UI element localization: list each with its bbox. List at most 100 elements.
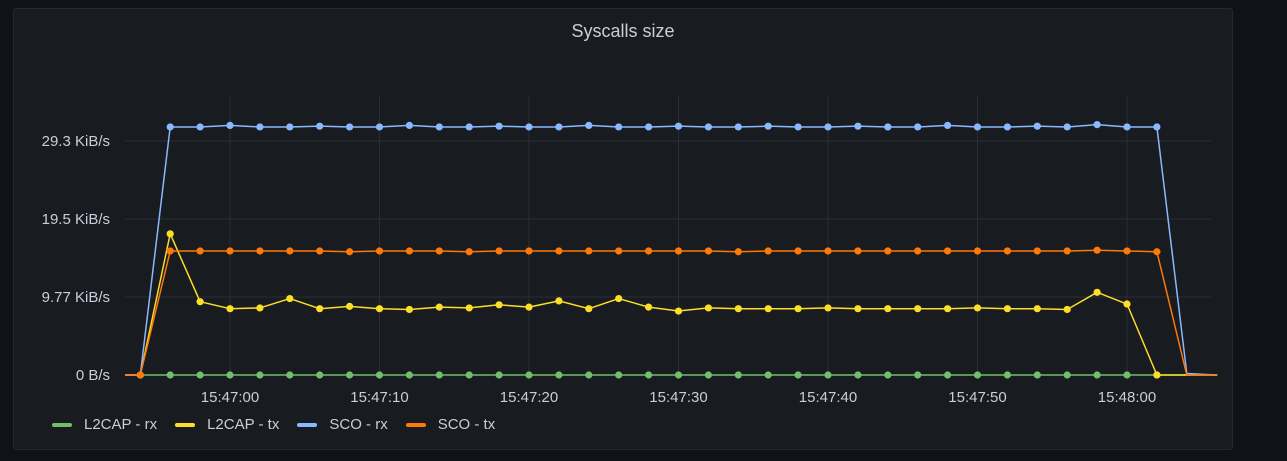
data-point[interactable] [704,247,713,255]
data-point[interactable] [555,371,563,379]
data-point[interactable] [794,371,802,379]
data-point[interactable] [226,247,234,255]
data-point[interactable] [346,371,354,379]
data-point[interactable] [196,247,204,255]
data-point[interactable] [854,371,862,379]
data-point[interactable] [286,294,294,303]
data-point[interactable] [674,371,683,379]
data-point[interactable] [405,305,413,314]
data-point[interactable] [405,247,413,255]
legend-item-l2cap-tx[interactable]: L2CAP - tx [175,416,279,433]
data-point[interactable] [1003,305,1012,313]
data-point[interactable] [286,123,294,131]
data-point[interactable] [585,247,593,255]
data-point[interactable] [1063,371,1071,379]
data-point[interactable] [495,371,503,379]
data-point[interactable] [1093,121,1101,129]
data-point[interactable] [645,371,653,379]
data-point[interactable] [585,371,593,379]
data-point[interactable] [764,305,772,313]
data-point[interactable] [854,247,862,255]
data-point[interactable] [914,305,922,313]
data-point[interactable] [674,307,683,315]
data-point[interactable] [734,248,742,256]
data-point[interactable] [166,123,174,131]
data-point[interactable] [585,305,593,313]
legend-item-l2cap-rx[interactable]: L2CAP - rx [52,416,157,433]
data-point[interactable] [196,371,204,379]
data-point[interactable] [1033,371,1041,379]
data-point[interactable] [585,121,593,129]
data-point[interactable] [196,123,204,131]
data-point[interactable] [316,305,324,313]
data-point[interactable] [435,303,443,311]
data-point[interactable] [1063,305,1071,314]
legend-item-sco-tx[interactable]: SCO - tx [405,416,495,433]
data-point[interactable] [944,305,952,313]
data-point[interactable] [615,123,623,131]
data-point[interactable] [1123,247,1131,255]
data-point[interactable] [1153,248,1161,256]
data-point[interactable] [1003,371,1012,379]
data-point[interactable] [764,122,772,130]
data-point[interactable] [256,304,264,312]
data-point[interactable] [256,371,264,379]
data-point[interactable] [914,123,922,131]
data-point[interactable] [944,121,952,129]
data-point[interactable] [1093,371,1101,379]
data-point[interactable] [1093,246,1101,254]
data-point[interactable] [346,302,354,310]
data-point[interactable] [615,371,623,379]
data-point[interactable] [316,371,324,379]
data-point[interactable] [734,123,742,131]
data-point[interactable] [764,247,772,255]
data-point[interactable] [645,303,653,311]
data-point[interactable] [495,122,503,130]
data-point[interactable] [316,122,324,130]
data-point[interactable] [226,121,234,129]
data-point[interactable] [884,305,892,313]
data-point[interactable] [824,247,832,255]
data-point[interactable] [674,122,683,130]
data-point[interactable] [824,304,832,312]
data-point[interactable] [405,121,413,129]
data-point[interactable] [884,247,892,255]
data-point[interactable] [1063,247,1071,255]
data-point[interactable] [1033,247,1041,255]
data-point[interactable] [405,371,413,379]
data-point[interactable] [824,371,832,379]
data-point[interactable] [1093,288,1101,296]
data-point[interactable] [1153,371,1161,379]
data-point[interactable] [973,123,982,131]
data-point[interactable] [674,247,683,255]
data-point[interactable] [704,371,713,379]
data-point[interactable] [495,247,503,255]
data-point[interactable] [884,123,892,131]
data-point[interactable] [973,247,982,255]
data-point[interactable] [645,123,653,131]
data-point[interactable] [555,247,563,255]
data-point[interactable] [944,371,952,379]
data-point[interactable] [764,371,772,379]
data-point[interactable] [525,247,533,255]
data-point[interactable] [226,305,234,313]
data-point[interactable] [1123,123,1131,131]
data-point[interactable] [435,247,443,255]
data-point[interactable] [1123,300,1131,308]
data-point[interactable] [346,248,354,256]
data-point[interactable] [914,371,922,379]
data-point[interactable] [465,304,473,312]
data-point[interactable] [316,247,324,255]
data-point[interactable] [525,303,533,311]
data-point[interactable] [645,247,653,255]
data-point[interactable] [615,247,623,255]
data-point[interactable] [794,305,802,313]
data-point[interactable] [465,248,473,256]
data-point[interactable] [465,123,473,131]
data-point[interactable] [1123,371,1131,379]
data-point[interactable] [375,305,384,313]
data-point[interactable] [704,304,713,312]
data-point[interactable] [824,123,832,131]
data-point[interactable] [615,294,623,303]
data-point[interactable] [794,247,802,255]
